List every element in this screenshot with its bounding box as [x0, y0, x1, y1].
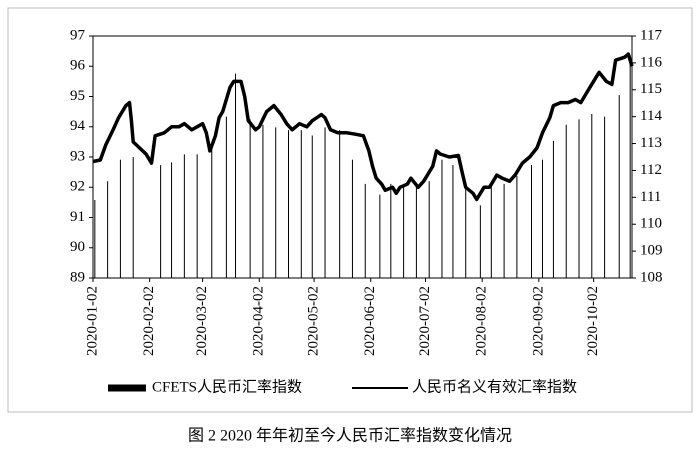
y-tick-label: 97 — [70, 27, 86, 43]
y2-tick-label: 110 — [640, 216, 662, 232]
y2-tick-label: 117 — [640, 27, 662, 43]
caption: 图 2 2020 年年初至今人民币汇率指数变化情况 — [188, 427, 512, 445]
y2-tick-label: 113 — [640, 135, 662, 151]
y2-tick-label: 111 — [640, 189, 661, 205]
y-tick-label: 95 — [70, 88, 85, 104]
y-tick-label: 93 — [70, 148, 85, 164]
x-tick-label: 2020-06-02 — [362, 286, 378, 356]
y2-tick-label: 116 — [640, 54, 662, 70]
x-tick-label: 2020-10-02 — [585, 286, 601, 356]
x-tick-label: 2020-07-02 — [417, 286, 433, 356]
y-tick-label: 91 — [70, 209, 85, 225]
chart-frame — [7, 7, 693, 413]
y2-tick-label: 114 — [640, 108, 662, 124]
x-tick-label: 2020-05-02 — [306, 286, 322, 356]
plot-frame — [92, 35, 633, 279]
x-tick-label: 2020-03-02 — [194, 286, 210, 356]
y-tick-label: 90 — [70, 239, 85, 255]
y2-tick-label: 112 — [640, 162, 662, 178]
legend-label: 人民币名义有效汇率指数 — [412, 378, 577, 395]
x-tick-label: 2020-01-02 — [84, 286, 100, 356]
x-tick-label: 2020-09-02 — [530, 286, 546, 356]
line — [92, 52, 634, 202]
x-tick-label: 2020-08-02 — [474, 286, 490, 356]
y-tick-label: 94 — [70, 118, 86, 134]
y2-tick-label: 108 — [640, 269, 663, 285]
y-tick-label: 92 — [70, 179, 85, 195]
legend-label: CFETS人民币汇率指数 — [152, 378, 302, 395]
y-tick-label: 96 — [70, 58, 86, 74]
y2-tick-label: 115 — [640, 81, 662, 97]
y2-tick-label: 109 — [640, 243, 663, 259]
y-tick-label: 89 — [70, 269, 85, 285]
x-tick-label: 2020-04-02 — [251, 286, 267, 356]
x-tick-label: 2020-02-02 — [141, 286, 157, 356]
